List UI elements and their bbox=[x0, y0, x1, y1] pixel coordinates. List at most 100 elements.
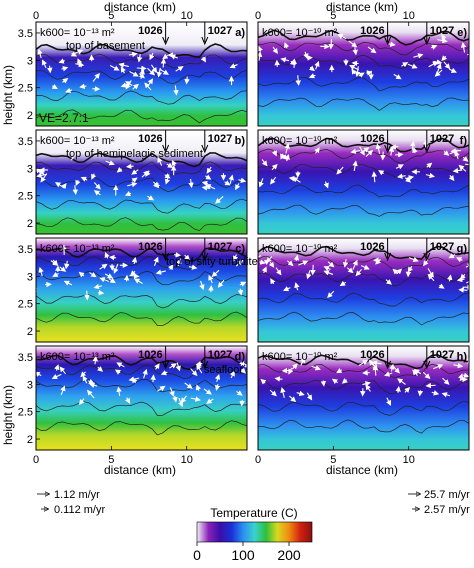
flow-arrow bbox=[157, 156, 163, 166]
flow-arrow bbox=[462, 372, 469, 378]
flow-arrow bbox=[423, 259, 429, 267]
permeability-label: k600= 10⁻¹⁰ m² bbox=[262, 135, 338, 147]
layer-contour bbox=[36, 217, 247, 231]
colorbar-ticks: 0 100 200 bbox=[193, 542, 301, 563]
flow-arrow bbox=[466, 355, 469, 364]
flow-arrow bbox=[352, 259, 358, 270]
flow-arrow bbox=[359, 146, 365, 156]
top-axis-label-left: distance (km) bbox=[104, 0, 176, 14]
flow-arrow bbox=[176, 258, 182, 266]
flow-arrow bbox=[125, 80, 132, 90]
flow-arrow bbox=[217, 279, 225, 288]
flow-arrow bbox=[233, 254, 239, 262]
flow-arrow bbox=[271, 163, 278, 171]
panel-g: 1026 1027 k600= 10⁻¹⁰ m² g) bbox=[257, 237, 470, 343]
flow-arrow bbox=[426, 162, 433, 169]
flow-arrow bbox=[314, 60, 320, 70]
flow-arrow bbox=[442, 377, 450, 385]
flow-arrow bbox=[145, 170, 151, 177]
flow-arrow bbox=[258, 178, 264, 188]
flow-arrow bbox=[412, 369, 418, 376]
flow-arrow bbox=[171, 159, 177, 167]
flow-arrow bbox=[289, 59, 296, 66]
flow-arrow bbox=[366, 70, 373, 76]
flow-arrow bbox=[155, 269, 166, 275]
flow-arrow bbox=[215, 196, 224, 204]
flow-arrow bbox=[465, 263, 469, 269]
flow-arrow bbox=[269, 389, 277, 397]
flow-arrow bbox=[372, 364, 379, 376]
flow-arrow bbox=[184, 254, 190, 261]
bottom-axis-label-right: distance (km) bbox=[326, 463, 398, 477]
x-tick-label: 5 bbox=[330, 10, 336, 22]
flow-arrow bbox=[436, 63, 442, 73]
flow-arrow bbox=[303, 51, 309, 60]
flow-arrow bbox=[99, 263, 108, 270]
legend-right-short-label: 2.57 m/yr bbox=[424, 504, 470, 516]
layer-contour bbox=[36, 420, 247, 436]
site-label: 1027 bbox=[430, 133, 454, 145]
flow-arrow bbox=[265, 256, 273, 263]
flow-arrow bbox=[211, 269, 220, 278]
flow-arrow bbox=[407, 63, 418, 69]
flow-arrow bbox=[88, 382, 98, 388]
site-label: 1026 bbox=[360, 133, 384, 145]
flow-arrow bbox=[390, 144, 399, 150]
flow-arrow bbox=[37, 48, 43, 59]
site-arrow-icon bbox=[423, 144, 431, 154]
flow-arrow bbox=[386, 397, 391, 406]
permeability-label: k600= 10⁻¹³ m² bbox=[40, 27, 115, 39]
flow-arrow bbox=[261, 266, 267, 274]
flow-arrow bbox=[348, 40, 358, 48]
site-arrow-icon bbox=[201, 144, 209, 154]
flow-arrow bbox=[62, 78, 69, 84]
flow-arrow bbox=[258, 45, 263, 52]
panel-letter: f) bbox=[460, 135, 468, 147]
x-tick-label: 0 bbox=[33, 454, 39, 466]
flow-arrow bbox=[458, 164, 467, 172]
flow-arrow bbox=[99, 277, 110, 283]
flow-arrow bbox=[311, 365, 321, 371]
velocity-legend-right: 25.7 m/yr 2.57 m/yr bbox=[408, 489, 470, 516]
flow-arrow bbox=[142, 368, 148, 379]
site-label: 1027 bbox=[208, 133, 232, 145]
flow-arrow bbox=[358, 72, 365, 78]
flow-arrow bbox=[147, 195, 155, 201]
site-arrow-icon bbox=[201, 360, 209, 370]
flow-arrow bbox=[323, 270, 334, 276]
layer-contour bbox=[36, 152, 247, 168]
layer-contour bbox=[258, 184, 469, 198]
flow-arrow bbox=[238, 177, 247, 184]
flow-arrow bbox=[92, 355, 99, 365]
flow-arrow bbox=[425, 382, 436, 389]
y-tick-label: 3.5 bbox=[18, 28, 33, 40]
layer-contour bbox=[36, 43, 247, 58]
flow-arrow bbox=[190, 368, 198, 377]
flow-arrow bbox=[60, 385, 66, 395]
layer-annotation: seafloor bbox=[204, 364, 243, 376]
flow-arrow bbox=[61, 66, 69, 72]
y-tick-label: 3 bbox=[27, 271, 33, 283]
flow-arrow bbox=[431, 390, 440, 396]
layer-contour bbox=[258, 292, 469, 307]
flow-arrow bbox=[295, 75, 301, 86]
flow-arrow bbox=[289, 395, 297, 403]
flow-arrow bbox=[38, 266, 44, 277]
flow-arrow bbox=[132, 83, 139, 90]
flow-arrow bbox=[437, 37, 448, 44]
flow-arrow bbox=[365, 149, 374, 157]
flow-arrow bbox=[306, 270, 312, 280]
flow-arrow bbox=[126, 163, 134, 170]
flow-arrow bbox=[280, 387, 286, 398]
flow-arrow bbox=[164, 174, 171, 185]
flow-arrow bbox=[388, 41, 396, 47]
flow-arrow bbox=[271, 150, 277, 157]
layer-contour bbox=[36, 256, 247, 270]
legend-left-long-label: 1.12 m/yr bbox=[54, 489, 100, 501]
flow-arrow bbox=[139, 68, 145, 80]
flow-arrow bbox=[82, 375, 88, 384]
y-tick-label: 2.5 bbox=[18, 407, 33, 419]
flow-arrow bbox=[371, 171, 378, 183]
flow-arrow bbox=[346, 267, 354, 274]
flow-arrow bbox=[282, 286, 291, 292]
